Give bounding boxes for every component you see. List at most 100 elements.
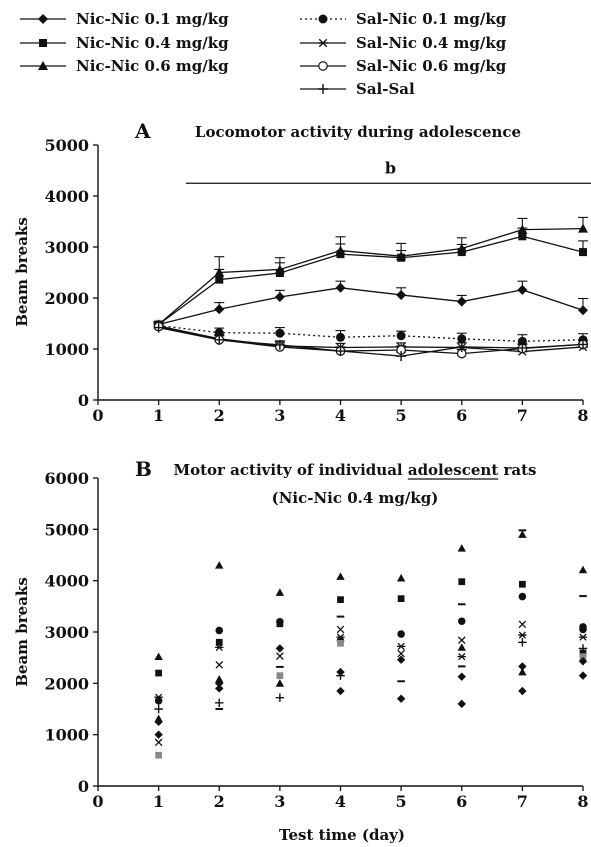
data-point: [518, 667, 527, 676]
data-point: [397, 649, 405, 658]
y-tick-label: 6000: [44, 469, 89, 488]
data-point-nic01: [578, 305, 588, 316]
triangle-mark: [396, 573, 406, 582]
circle-mark: [518, 592, 527, 601]
data-point: [518, 592, 527, 601]
open-circle-mark: [318, 61, 328, 71]
square-mark: [518, 232, 527, 241]
data-point: [215, 679, 224, 688]
legend-item-sal06: Sal-Nic 0.6 mg/kg: [300, 57, 507, 75]
panel-b-title: Motor activity of individual adolescent …: [174, 461, 537, 479]
square-mark: [276, 620, 284, 628]
y-tick-label: 0: [78, 391, 89, 410]
x-tick-label: 6: [456, 406, 467, 425]
data-point: [518, 620, 527, 629]
y-tick-label: 2000: [44, 289, 89, 308]
legend-label: Sal-Nic 0.6 mg/kg: [356, 57, 507, 75]
diamond-mark: [396, 655, 406, 664]
data-point-sal01: [336, 332, 345, 342]
x-mark: [457, 636, 466, 645]
data-point-salsal: [578, 339, 588, 350]
data-point: [578, 633, 588, 641]
circle-mark: [336, 332, 345, 342]
square-mark: [276, 672, 284, 679]
data-point: [518, 631, 527, 639]
significance-bar: b: [185, 158, 591, 184]
plus-mark: [578, 339, 588, 350]
panel-a-markers: [153, 223, 588, 362]
panel-a-letter: A: [134, 119, 151, 143]
plus-mark: [275, 693, 285, 702]
data-point: [154, 697, 163, 705]
star-mark: [578, 633, 588, 641]
x-tick-label: 3: [274, 406, 285, 425]
x-tick-label: 1: [153, 792, 164, 811]
data-point-sal01: [275, 328, 285, 338]
square-mark: [155, 751, 162, 759]
series-line-nic04: [158, 235, 584, 326]
data-point: [336, 671, 345, 680]
data-point-nic06: [517, 224, 528, 234]
data-point-sal01: [214, 328, 224, 338]
panel-a: A Locomotor activity during adolescence …: [13, 119, 591, 425]
square-mark: [579, 653, 587, 660]
data-point: [215, 643, 224, 652]
data-point: [458, 578, 466, 586]
data-point: [276, 620, 284, 628]
data-point-nic06: [335, 245, 346, 255]
x-mark: [518, 620, 527, 629]
data-point: [397, 595, 405, 602]
data-point-nic06: [456, 243, 467, 253]
diamond-mark: [518, 662, 527, 671]
data-point: [457, 617, 466, 625]
data-point-salsal: [214, 334, 225, 345]
plus-mark: [335, 346, 346, 357]
y-tick-label: 5000: [44, 136, 89, 155]
data-point: [396, 655, 406, 664]
star-mark: [215, 643, 224, 652]
panel-b-axes: 0 1000 2000 3000 4000 5000 6000 0 1 2 3 4 5 6 7 8: [44, 469, 588, 811]
square-mark: [579, 649, 587, 657]
y-tick-label: 1000: [44, 726, 89, 745]
panel-a-y-axis-title: Beam breaks: [13, 217, 31, 327]
circle-mark: [397, 630, 405, 638]
triangle-mark: [456, 243, 467, 253]
square-mark: [397, 595, 405, 602]
circle-mark: [457, 334, 467, 344]
plus-mark: [518, 638, 527, 647]
square-mark: [215, 275, 224, 284]
x-tick-label: 5: [396, 406, 407, 425]
diamond-mark: [154, 730, 163, 739]
plus-mark: [215, 698, 224, 708]
plus-mark: [274, 339, 285, 350]
diamond-mark: [396, 289, 407, 300]
data-point: [337, 596, 344, 604]
x-tick-label: 6: [456, 792, 467, 811]
data-point-salsal: [517, 342, 528, 353]
diamond-mark: [457, 699, 466, 709]
panel-a-axes: 0 1000 2000 3000 4000 5000 0 1 2 3 4 5 6 7 8: [44, 136, 588, 425]
x-tick-label: 2: [214, 406, 225, 425]
data-point: [457, 699, 466, 709]
diamond-mark: [396, 694, 406, 703]
triangle-mark: [518, 530, 527, 538]
data-point-salsal: [335, 346, 346, 357]
data-point: [518, 686, 527, 696]
triangle-mark: [275, 679, 285, 687]
panel-b-points: [154, 529, 588, 759]
data-point-sal01: [457, 334, 467, 344]
x-tick-label: 8: [577, 406, 588, 425]
plus-mark: [154, 704, 163, 714]
diamond-mark: [456, 296, 467, 307]
diamond-mark: [578, 671, 588, 680]
x-mark: [215, 661, 224, 669]
data-point: [215, 698, 224, 708]
data-point: [155, 751, 162, 759]
x-tick-label: 7: [517, 406, 528, 425]
x-tick-label: 5: [396, 792, 407, 811]
significance-label: b: [385, 158, 396, 177]
square-mark: [579, 248, 587, 257]
square-mark: [337, 639, 344, 647]
data-point: [154, 738, 163, 747]
plus-mark: [336, 671, 345, 680]
